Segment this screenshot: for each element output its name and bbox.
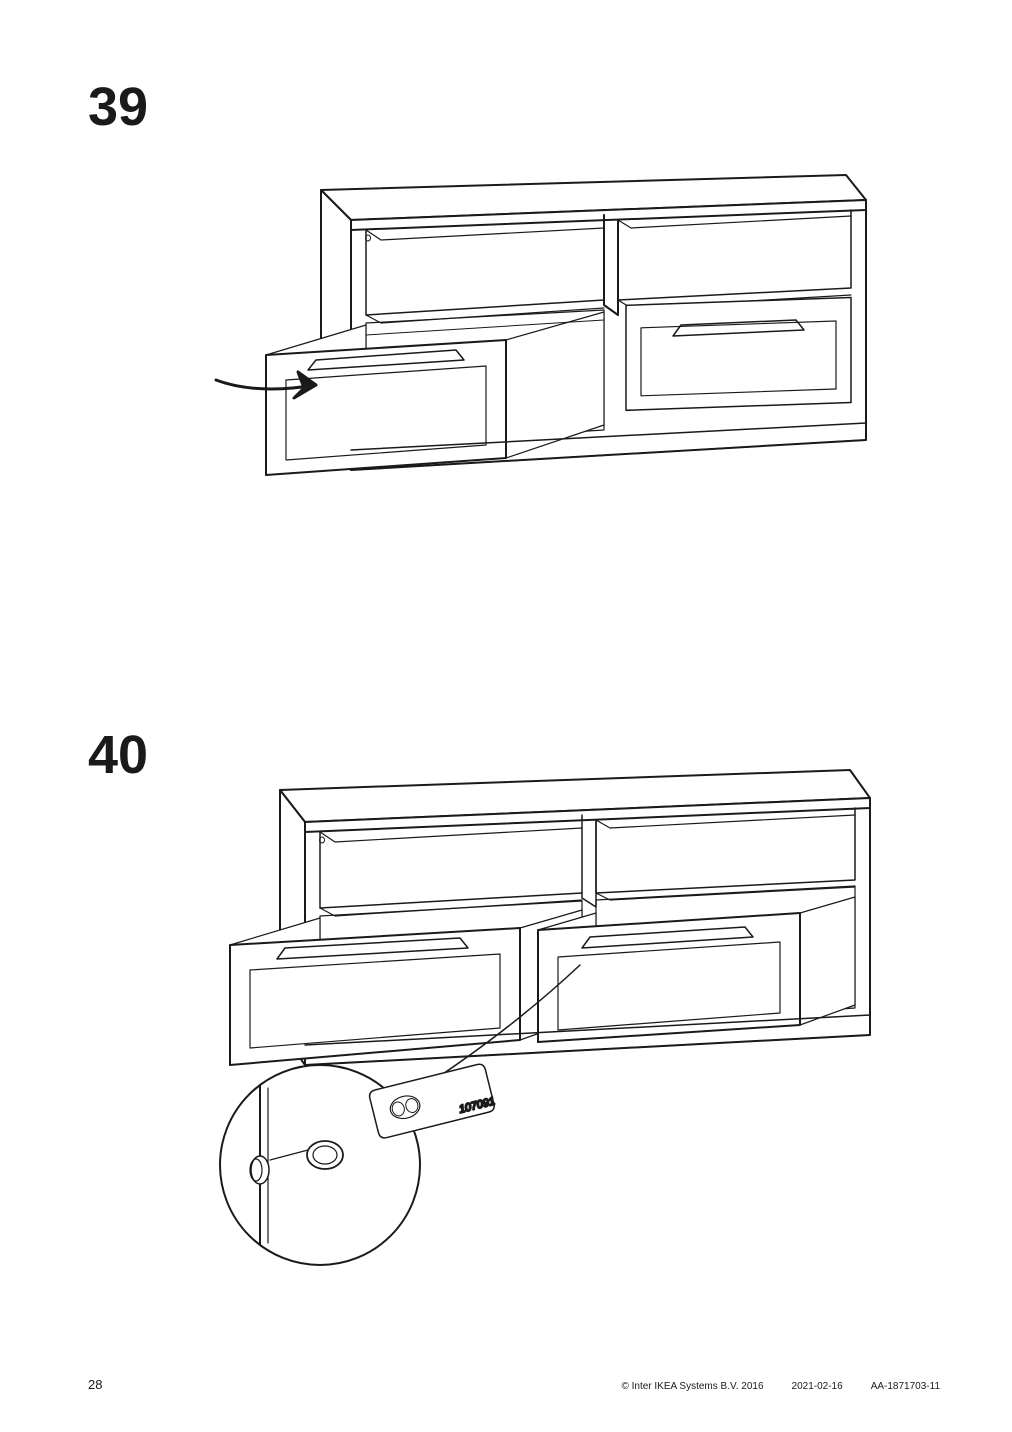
- diagram-step-40: 107091: [150, 750, 890, 1270]
- page-footer: 28 © Inter IKEA Systems B.V. 2016 2021-0…: [88, 1377, 940, 1392]
- page-number: 28: [88, 1377, 102, 1392]
- document-id: AA-1871703-11: [871, 1381, 940, 1392]
- step-number-40: 40: [88, 724, 148, 786]
- instruction-page: 39: [0, 0, 1012, 1432]
- copyright-text: © Inter IKEA Systems B.V. 2016: [621, 1381, 763, 1392]
- footer-meta: © Inter IKEA Systems B.V. 2016 2021-02-1…: [621, 1381, 940, 1392]
- diagram-step-39: [206, 160, 871, 520]
- furniture-illustration-39: [206, 160, 871, 520]
- step-number-39: 39: [88, 76, 148, 138]
- furniture-illustration-40: 107091: [150, 750, 890, 1270]
- revision-date: 2021-02-16: [792, 1381, 843, 1392]
